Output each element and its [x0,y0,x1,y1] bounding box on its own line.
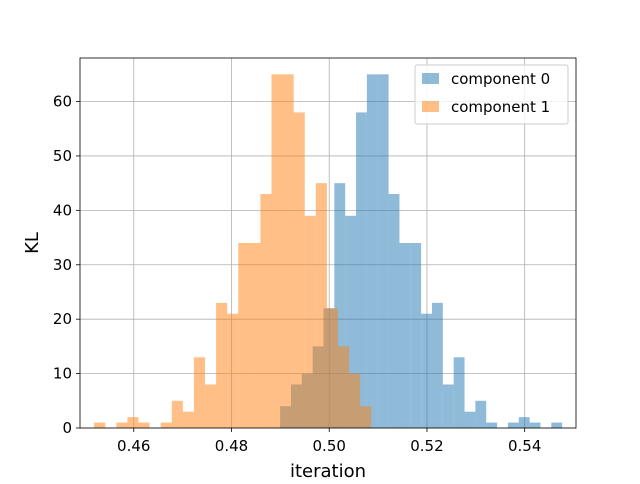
histogram-bar-component-1 [138,422,150,428]
legend-swatch-component-0 [422,73,439,84]
histogram-bar-component-0 [399,243,411,428]
legend-label-component-0: component 0 [451,70,550,88]
histogram-bar-component-0 [442,384,454,428]
histogram-bar-component-0 [366,74,378,428]
histogram-bar-component-0 [529,422,541,428]
legend: component 0 component 1 [414,64,569,125]
histogram-bar-component-0 [475,400,487,428]
x-tick-label: 0.48 [215,437,248,455]
y-tick-label: 30 [53,256,72,274]
y-tick-label: 0 [62,419,72,437]
y-tick-label: 50 [53,147,72,165]
histogram-bar-component-1 [171,400,183,428]
histogram-bar-component-0 [388,194,400,428]
histogram-bar-component-1 [94,422,106,428]
x-tick-label: 0.46 [117,437,150,455]
histogram-bar-component-0 [464,411,476,428]
histogram-bar-component-1 [205,384,217,428]
plot-frame [79,57,577,429]
histogram-bar-component-1 [227,313,239,428]
histogram-bar-component-1 [349,373,361,428]
histogram-bar-component-0 [356,112,367,428]
histogram-bar-component-0 [518,417,530,428]
histogram-bar-component-1 [260,194,272,428]
histogram-bar-component-1 [182,411,194,428]
legend-swatch-component-1 [422,101,439,112]
histogram-bar-component-0 [410,243,422,428]
histogram-bar-component-1 [238,243,250,428]
histogram-bar-component-0 [431,302,443,428]
x-axis-label: iteration [290,461,366,480]
histogram-bar-component-0 [377,74,389,428]
histogram-bar-component-0 [486,422,498,428]
y-axis-label: KL [22,232,43,254]
legend-box [414,64,569,125]
y-tick-label: 10 [53,365,72,383]
histogram-bar-component-1 [326,308,338,428]
histogram-bar-component-1 [304,215,316,428]
histogram-bar-component-1 [360,406,372,428]
histogram-bar-component-1 [337,346,350,428]
histogram-bar-component-1 [249,243,261,428]
legend-label-component-1: component 1 [451,98,550,116]
histogram-bar-component-0 [551,422,563,428]
histogram-bar-component-1 [116,422,128,428]
y-tick-label: 20 [53,310,72,328]
histogram-bar-component-1 [315,183,327,428]
histogram-bar-component-0 [453,357,465,428]
y-tick-label: 60 [53,93,72,111]
histogram-bar-component-0 [507,422,519,428]
histogram-bar-component-1 [282,74,294,428]
histogram-bar-component-0 [334,183,346,428]
histogram-bar-component-1 [271,74,283,428]
ticks-layer: 0.46 0.48 0.50 0.52 0.54 0 10 20 30 40 50 60 [53,93,541,455]
x-tick-label: 0.50 [313,437,346,455]
histogram-bar-component-1 [216,302,228,428]
histogram-bar-component-1 [127,417,139,428]
histogram-bar-component-0 [421,313,432,428]
x-tick-label: 0.54 [508,437,541,455]
histogram-bar-component-1 [160,422,172,428]
x-tick-label: 0.52 [410,437,443,455]
y-tick-label: 40 [53,201,72,219]
histogram-bar-component-1 [193,357,206,428]
histogram-bar-component-1 [293,112,305,428]
bars-layer [94,74,563,428]
histogram-bar-component-0 [345,215,357,428]
